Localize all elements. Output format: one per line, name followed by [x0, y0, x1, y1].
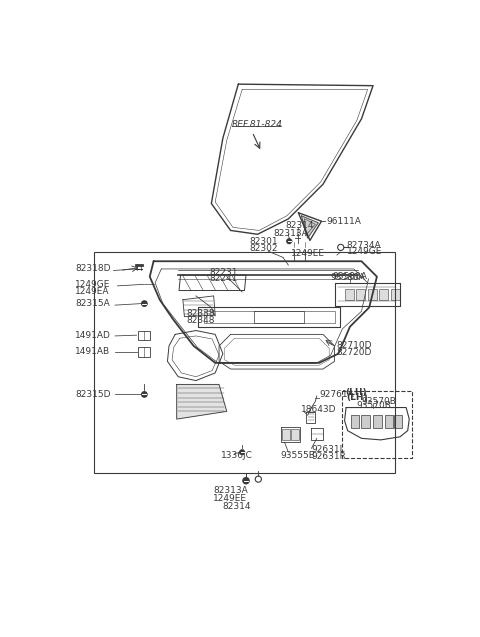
Text: 92631L: 92631L	[312, 445, 345, 454]
Text: 82231: 82231	[209, 268, 238, 276]
Text: 1491AD: 1491AD	[75, 331, 111, 340]
Text: 1249EE: 1249EE	[291, 249, 324, 258]
Text: 1336JC: 1336JC	[221, 451, 252, 460]
Text: 82315D: 82315D	[75, 390, 110, 399]
Polygon shape	[177, 385, 227, 419]
Text: 93580A: 93580A	[331, 273, 366, 282]
Text: 93555B: 93555B	[280, 451, 315, 460]
Text: 82710D: 82710D	[337, 341, 372, 350]
Circle shape	[287, 239, 291, 243]
Text: 82301: 82301	[249, 238, 278, 247]
Bar	[138, 331, 150, 340]
Bar	[351, 415, 359, 427]
Text: 93570B: 93570B	[361, 397, 396, 406]
Text: 1491AB: 1491AB	[75, 347, 110, 356]
Circle shape	[240, 450, 244, 455]
Text: 93580A: 93580A	[332, 272, 367, 281]
Circle shape	[243, 478, 249, 483]
Text: REF.81-824: REF.81-824	[232, 120, 283, 129]
Bar	[345, 289, 354, 300]
Text: 1249GE: 1249GE	[347, 248, 382, 257]
Text: 92631R: 92631R	[312, 452, 347, 461]
Text: 82241: 82241	[209, 275, 238, 283]
Bar	[368, 289, 377, 300]
Text: 82313A: 82313A	[213, 486, 248, 495]
Text: 82318D: 82318D	[75, 264, 110, 273]
Text: 92761A: 92761A	[319, 390, 354, 399]
Text: 1249EA: 1249EA	[75, 287, 109, 296]
Bar	[391, 289, 400, 300]
Bar	[94, 252, 396, 473]
Text: 82314: 82314	[285, 220, 314, 229]
Text: 18643D: 18643D	[301, 404, 337, 413]
Text: 82302: 82302	[249, 245, 277, 254]
Text: 82348: 82348	[186, 316, 215, 325]
Bar	[291, 429, 299, 440]
Polygon shape	[301, 216, 318, 238]
Text: 82720D: 82720D	[337, 348, 372, 357]
Text: 82734A: 82734A	[347, 241, 382, 250]
Bar	[394, 415, 402, 427]
Bar	[379, 289, 388, 300]
Text: 82315A: 82315A	[75, 299, 110, 308]
Bar	[356, 289, 365, 300]
Text: 82313A: 82313A	[273, 229, 308, 238]
Bar	[373, 415, 382, 427]
Circle shape	[142, 392, 147, 397]
Bar	[361, 415, 370, 427]
Text: (LH): (LH)	[345, 389, 367, 397]
Text: 1249GE: 1249GE	[75, 280, 110, 289]
Bar	[282, 429, 290, 440]
Bar	[342, 390, 411, 457]
Text: 93570B: 93570B	[356, 401, 391, 410]
Bar	[138, 347, 150, 357]
Circle shape	[142, 301, 147, 306]
Bar	[384, 415, 393, 427]
Text: 1249EE: 1249EE	[213, 494, 247, 503]
Text: 82338: 82338	[186, 309, 215, 318]
Text: (LH): (LH)	[346, 393, 368, 402]
Text: 96111A: 96111A	[326, 217, 361, 225]
Text: 82314: 82314	[222, 501, 251, 511]
